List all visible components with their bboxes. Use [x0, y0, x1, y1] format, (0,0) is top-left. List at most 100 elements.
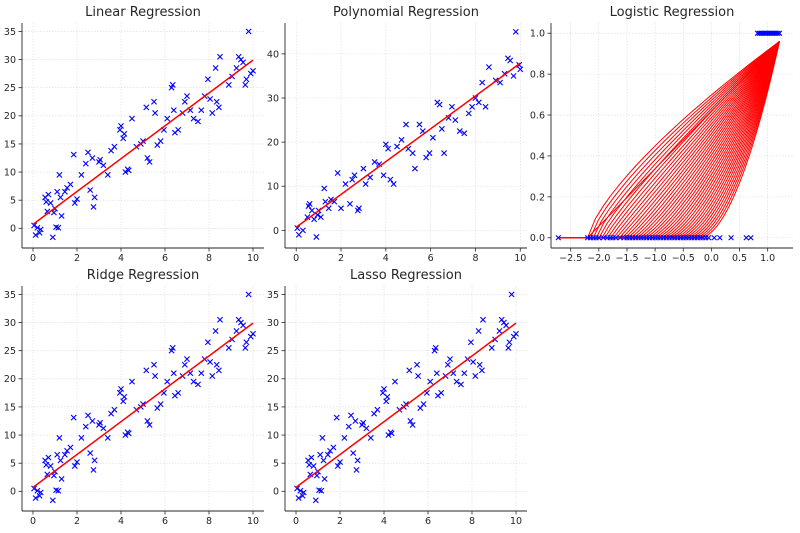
data-point	[380, 172, 387, 179]
data-point	[204, 76, 211, 83]
data-point	[479, 79, 486, 86]
data-point	[476, 361, 483, 368]
sigmoid-curve	[558, 41, 780, 239]
data-point	[438, 389, 445, 396]
y-tick-label: 20	[4, 374, 16, 385]
data-point	[304, 214, 311, 221]
data-point	[384, 393, 391, 400]
data-point	[245, 291, 252, 298]
data-point	[482, 103, 489, 110]
data-point	[55, 224, 62, 231]
data-point	[555, 234, 562, 241]
data-point	[36, 229, 43, 236]
sigmoid-curve	[558, 41, 780, 239]
data-point	[151, 98, 157, 105]
data-point	[67, 444, 74, 451]
panel-logistic-regression: Logistic Regression −2.5 −2.0 −1.5 −1.0 −0.5…	[530, 5, 793, 264]
x-tick-label: 10	[247, 253, 259, 264]
data-point	[407, 418, 414, 424]
y-tick-label: 20	[267, 374, 279, 385]
gridlines	[285, 23, 527, 248]
data-point	[198, 370, 205, 377]
chart-title-ridge: Ridge Regression	[87, 268, 199, 283]
data-point	[367, 174, 374, 181]
data-point	[475, 99, 482, 106]
sigmoid-curve	[558, 41, 780, 239]
gridlines	[551, 23, 793, 248]
data-point	[447, 356, 453, 363]
data-point	[383, 398, 390, 405]
x-tick-label: −1.0	[644, 253, 667, 264]
x-tick-label: −1.5	[615, 253, 638, 264]
data-point	[355, 205, 362, 212]
data-point	[164, 378, 171, 385]
chart-title-polynomial: Polynomial Regression	[333, 5, 479, 20]
data-point	[432, 344, 439, 351]
x-tick-label: 4	[381, 516, 387, 527]
x-tick-label: −2.0	[587, 253, 610, 264]
data-point	[43, 461, 50, 468]
data-point	[748, 234, 754, 241]
sigmoid-curve	[558, 41, 780, 239]
x-tick-label: 10	[514, 253, 526, 264]
data-point	[596, 234, 602, 241]
data-point	[478, 367, 485, 374]
data-point	[381, 385, 387, 392]
x-tick-label: 8	[206, 253, 212, 264]
data-point	[85, 149, 91, 156]
data-point	[184, 356, 190, 363]
data-point	[233, 65, 240, 71]
data-point	[82, 160, 89, 167]
data-point	[294, 485, 301, 492]
data-point	[125, 430, 132, 437]
data-point	[71, 463, 78, 469]
gridlines	[22, 286, 264, 511]
y-tick-label: 35	[4, 290, 16, 301]
data-point	[207, 358, 214, 365]
data-point	[507, 57, 514, 64]
data-point	[363, 425, 370, 432]
data-point	[427, 378, 434, 385]
data-point	[74, 196, 80, 203]
data-point	[345, 423, 352, 430]
data-point	[90, 203, 97, 210]
y-tick-label: 35	[4, 27, 16, 38]
data-point	[310, 463, 317, 469]
sigmoid-curve	[558, 41, 780, 239]
data-point	[47, 200, 54, 206]
data-point	[215, 104, 222, 111]
data-point	[87, 187, 94, 194]
data-point	[775, 30, 781, 37]
data-point	[111, 143, 118, 150]
data-point	[204, 339, 211, 346]
data-point	[503, 322, 510, 329]
y-tick-label: 15	[4, 402, 16, 413]
sigmoid-curve	[558, 41, 780, 239]
x-tick-label: 8	[469, 516, 475, 527]
data-point	[341, 434, 348, 441]
data-point	[717, 234, 723, 241]
data-point	[55, 487, 62, 494]
data-point	[70, 414, 77, 421]
y-tick-label: 0	[273, 226, 279, 237]
data-point	[184, 93, 190, 100]
data-point	[67, 181, 74, 188]
data-point	[367, 434, 374, 441]
data-point	[175, 389, 182, 396]
data-point	[403, 121, 409, 128]
data-point	[324, 451, 331, 458]
x-tick-label: 2	[337, 516, 343, 527]
x-tick-label: 2	[338, 253, 344, 264]
data-point	[56, 171, 63, 178]
data-point	[190, 115, 197, 122]
data-point	[311, 216, 318, 223]
sigmoid-curve	[558, 41, 780, 239]
data-point	[87, 450, 94, 457]
data-point	[321, 185, 328, 192]
data-point	[225, 344, 232, 351]
data-point	[243, 76, 250, 83]
data-point	[61, 451, 68, 458]
data-point	[146, 158, 153, 165]
y-tick-label: 0.0	[530, 233, 545, 244]
data-point	[453, 378, 460, 385]
